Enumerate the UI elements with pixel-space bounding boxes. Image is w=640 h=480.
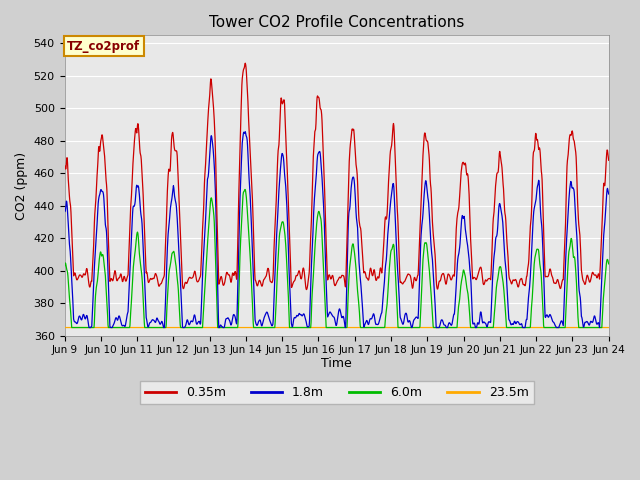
1.8m — [241, 129, 249, 134]
X-axis label: Time: Time — [321, 357, 352, 370]
6.0m — [422, 240, 429, 246]
0.35m — [605, 157, 612, 163]
23.5m — [421, 324, 429, 330]
1.8m — [605, 191, 612, 197]
1.8m — [243, 137, 251, 143]
6.0m — [605, 261, 612, 267]
1.8m — [85, 324, 93, 330]
1.8m — [61, 209, 68, 215]
0.35m — [168, 131, 176, 136]
0.35m — [541, 263, 548, 268]
23.5m — [540, 324, 548, 330]
0.35m — [303, 287, 310, 292]
6.0m — [61, 264, 68, 269]
0.35m — [422, 133, 429, 139]
Line: 0.35m: 0.35m — [65, 63, 609, 289]
1.8m — [422, 178, 429, 184]
6.0m — [182, 324, 189, 330]
1.8m — [541, 304, 548, 310]
6.0m — [68, 324, 76, 330]
0.35m — [243, 77, 251, 83]
23.5m — [168, 324, 176, 330]
0.35m — [182, 279, 189, 285]
Legend: 0.35m, 1.8m, 6.0m, 23.5m: 0.35m, 1.8m, 6.0m, 23.5m — [140, 382, 534, 405]
23.5m — [182, 324, 189, 330]
23.5m — [61, 324, 68, 330]
0.35m — [241, 60, 249, 66]
6.0m — [243, 205, 251, 211]
Y-axis label: CO2 (ppm): CO2 (ppm) — [15, 151, 28, 219]
6.0m — [169, 250, 177, 256]
23.5m — [243, 324, 250, 330]
Line: 6.0m: 6.0m — [65, 190, 609, 327]
23.5m — [492, 324, 500, 330]
Text: TZ_co2prof: TZ_co2prof — [67, 40, 140, 53]
0.35m — [493, 172, 500, 178]
23.5m — [605, 324, 612, 330]
6.0m — [541, 324, 548, 330]
1.8m — [493, 233, 500, 239]
1.8m — [169, 188, 177, 194]
6.0m — [493, 282, 500, 288]
6.0m — [241, 187, 249, 192]
1.8m — [182, 322, 189, 327]
Line: 1.8m: 1.8m — [65, 132, 609, 327]
0.35m — [61, 163, 68, 168]
Title: Tower CO2 Profile Concentrations: Tower CO2 Profile Concentrations — [209, 15, 464, 30]
